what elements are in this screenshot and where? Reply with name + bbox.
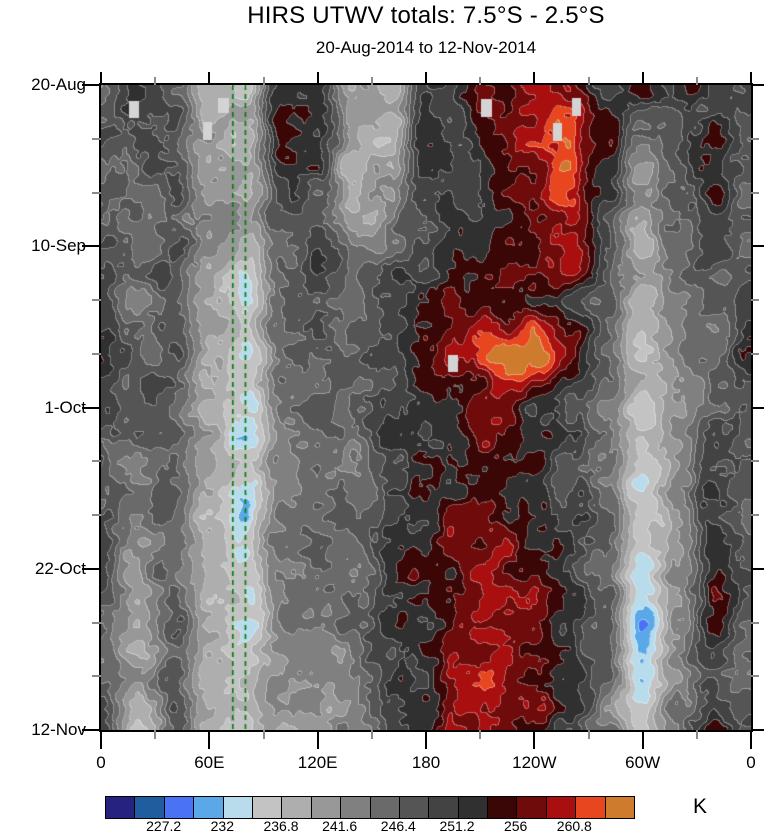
colorbar-tick-label: 256 [503,818,528,834]
major-tick [425,72,427,85]
x-tick-label: 120E [297,753,338,772]
minor-tick [92,675,101,678]
minor-tick [479,730,482,739]
x-tick-label: 0 [96,753,106,772]
x-tick-label: 0 [746,753,756,772]
major-tick [82,245,101,248]
colorbar-segment [370,797,400,818]
minor-tick [154,77,157,85]
x-tick-label: 60E [194,753,225,772]
colorbar [105,796,635,819]
colorbar-tick-label: 232 [210,818,234,834]
major-tick [82,567,101,570]
colorbar-segment [311,797,342,818]
colorbar-segment [164,797,195,818]
major-tick [208,730,211,749]
colorbar-units-label: K [692,795,707,818]
minor-tick [587,77,590,85]
minor-tick [751,191,759,194]
major-tick [750,730,752,749]
minor-tick [751,352,759,355]
major-tick [82,729,101,731]
major-tick [208,72,211,85]
minor-tick [92,460,101,463]
colorbar-tick-label: 246.4 [380,818,416,834]
minor-tick [92,514,101,516]
minor-tick [262,77,265,85]
major-tick [751,245,764,248]
colorbar-segment [605,797,635,818]
major-tick [425,730,427,749]
major-tick [750,72,752,85]
colorbar-tick-label: 260.8 [556,818,592,834]
colorbar-tick-label: 251.2 [439,818,475,834]
colorbar-segment [252,797,283,818]
colorbar-tick-label: 236.8 [263,818,299,834]
major-tick [100,72,102,85]
major-tick [533,72,536,85]
minor-tick [695,730,698,739]
hovmoller-heatmap [101,85,751,730]
major-tick [100,730,102,749]
colorbar-tick-label: 241.6 [322,818,358,834]
minor-tick [695,77,698,85]
major-tick [82,406,101,409]
major-tick [751,406,764,409]
x-tick-label: 180 [411,753,441,772]
chart-subtitle: 20-Aug-2014 to 12-Nov-2014 [315,38,537,57]
colorbar-segment [517,797,547,818]
colorbar-segment [341,797,371,818]
major-tick [641,72,644,85]
major-tick [533,730,536,749]
colorbar-segment [399,797,430,818]
minor-tick [92,352,101,355]
minor-tick [751,299,759,301]
y-tick-label: 12-Nov [31,720,86,739]
minor-tick [370,730,373,739]
y-tick-label: 22-Oct [34,558,86,578]
major-tick [751,567,764,570]
minor-tick [92,621,101,624]
y-tick-label: 10-Sep [31,236,86,256]
y-tick-label: 20-Aug [31,75,86,94]
colorbar-segment [576,797,606,818]
colorbar-tick-label: 227.2 [146,818,182,834]
major-tick [641,730,644,749]
colorbar-segment [194,797,224,818]
minor-tick [262,730,265,739]
colorbar-segment [223,797,253,818]
x-tick-label: 60W [625,753,661,772]
minor-tick [154,730,157,739]
colorbar-segment [106,797,136,818]
minor-tick [751,460,759,463]
minor-tick [92,137,101,140]
minor-tick [370,77,373,85]
x-tick-label: 120W [512,753,557,772]
major-tick [751,84,764,86]
major-tick [316,730,319,749]
colorbar-segment [488,797,518,818]
minor-tick [92,299,101,301]
colorbar-segment [282,797,312,818]
minor-tick [751,675,759,678]
major-tick [751,729,764,731]
chart-title: HIRS UTWV totals: 7.5°S - 2.5°S [247,2,605,29]
major-tick [316,72,319,85]
y-tick-label: 1-Oct [44,397,86,417]
minor-tick [92,191,101,194]
minor-tick [587,730,590,739]
minor-tick [751,137,759,140]
minor-tick [479,77,482,85]
major-tick [82,84,101,86]
minor-tick [751,514,759,516]
colorbar-segment [429,797,459,818]
colorbar-segment [458,797,489,818]
colorbar-segment [135,797,165,818]
colorbar-segment [546,797,577,818]
minor-tick [751,621,759,624]
